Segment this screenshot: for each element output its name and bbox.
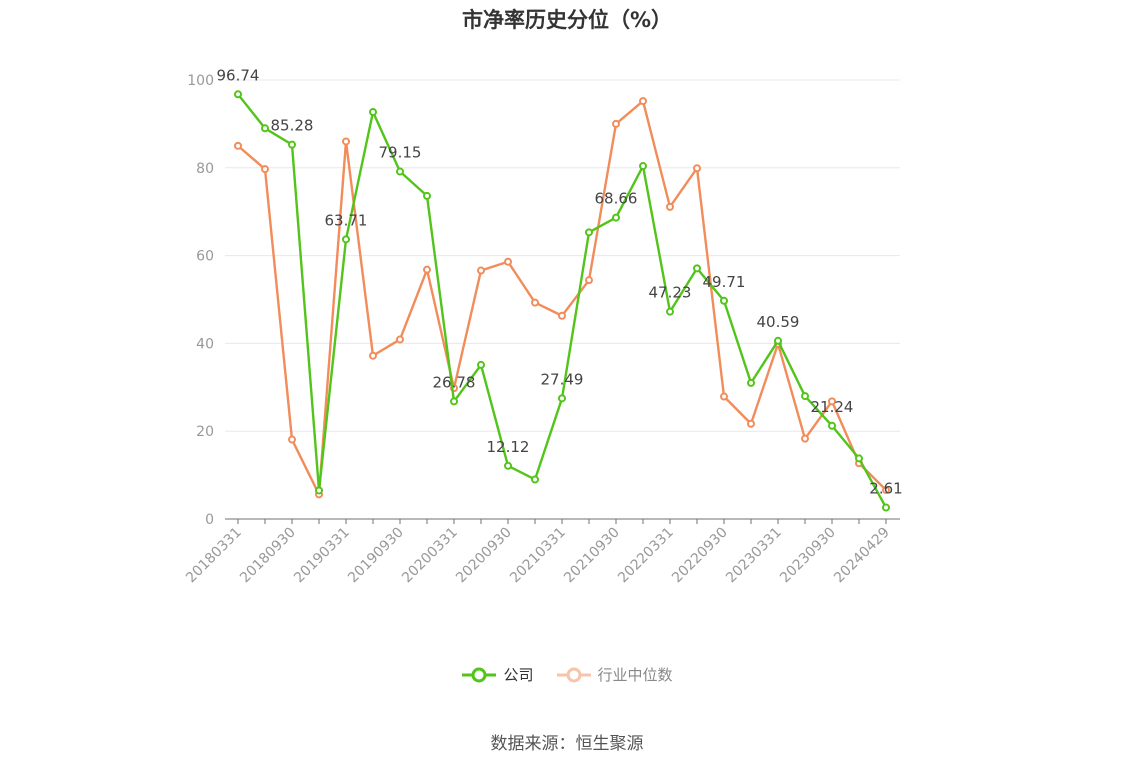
legend-label-industry-median: 行业中位数 [597,666,673,684]
x-tick-label: 20240429 [831,525,893,587]
series-point-0 [234,90,242,99]
series-point-0 [369,108,377,117]
data-label: 96.74 [217,66,260,84]
x-tick-label: 20190930 [345,525,407,587]
series-point-0 [477,360,485,369]
series [234,90,890,512]
series-point-1 [531,298,539,307]
series-point-0 [288,140,296,149]
y-tick-label: 80 [196,161,214,177]
series-point-1 [720,392,728,401]
x-tick-label: 20230930 [777,525,839,587]
x-tick-label: 20220331 [615,525,677,587]
data-label: 63.71 [325,211,368,229]
series-point-1 [801,434,809,443]
source-note: 数据来源：恒生聚源 [490,734,644,754]
x-tick-label: 20190331 [291,525,353,587]
series-point-0 [531,475,539,484]
series-point-1 [747,419,755,428]
series-point-0 [828,421,836,430]
y-tick-label: 100 [187,73,214,89]
x-tick-label: 20200331 [399,525,461,587]
series-point-0 [450,397,458,406]
data-label: 21.24 [811,398,854,416]
series-point-1 [261,165,269,174]
y-tick-label: 0 [205,512,214,528]
series-point-1 [666,202,674,211]
series-point-0 [882,503,890,512]
data-label: 12.12 [487,438,530,456]
series-point-0 [261,124,269,133]
legend-line-circle-icon [462,667,497,682]
series-point-1 [288,435,296,444]
series-line-1 [237,99,887,496]
series-point-0 [720,296,728,305]
data-label: 27.49 [541,370,584,388]
series-point-0 [504,461,512,470]
series-point-1 [342,137,350,146]
x-tick-label: 20200930 [453,525,515,587]
series-point-0 [801,392,809,401]
series-point-0 [693,264,701,273]
data-label: 79.15 [379,144,422,162]
legend-item-industry-median[interactable]: 行业中位数 [556,664,673,685]
series-point-1 [234,141,242,150]
series-point-0 [315,486,323,495]
y-tick-label: 40 [196,336,214,352]
series-point-0 [612,213,620,222]
series-point-0 [747,378,755,387]
series-point-0 [855,454,863,463]
data-label: 40.59 [757,313,800,331]
data-label: 49.71 [703,273,746,291]
series-point-1 [396,335,404,344]
series-point-0 [666,307,674,316]
chart-title: 市净率历史分位（%） [461,8,673,32]
series-point-1 [504,257,512,266]
data-label: 26.78 [433,373,476,391]
x-tick-label: 20210331 [507,525,569,587]
series-point-1 [558,311,566,320]
data-label: 68.66 [595,190,638,208]
series-point-0 [639,162,647,171]
y-tick-label: 60 [196,249,214,265]
legend: 公司 行业中位数 [0,664,1134,685]
series-point-0 [774,336,782,345]
series-point-1 [828,397,836,406]
y-tick-label: 20 [196,424,214,440]
x-tick-label: 20180331 [183,525,245,587]
legend-label-company: 公司 [503,666,534,684]
x-tick-label: 20210930 [561,525,623,587]
series-point-1 [423,265,431,274]
series-point-0 [342,235,350,244]
legend-line-circle-icon [556,667,591,682]
data-label: 2.61 [869,480,902,498]
series-point-1 [693,164,701,173]
legend-item-company[interactable]: 公司 [461,664,534,685]
data-label: 47.23 [649,284,692,302]
series-point-1 [639,97,647,106]
x-tick-label: 20220930 [669,525,731,587]
x-tick-label: 20180930 [237,525,299,587]
series-point-0 [585,228,593,237]
series-point-1 [585,276,593,285]
series-line-0 [237,93,888,509]
series-point-0 [396,167,404,176]
series-point-1 [612,119,620,128]
series-point-0 [423,191,431,200]
data-labels: 96.74 85.28 63.71 79.15 26.78 12.12 27.49 68.66… [217,66,903,497]
series-point-1 [882,486,890,495]
series-point-0 [558,394,566,403]
x-tick-label: 20230331 [723,525,785,587]
series-point-1 [477,266,485,275]
data-label: 85.28 [271,117,314,135]
series-point-1 [369,351,377,360]
